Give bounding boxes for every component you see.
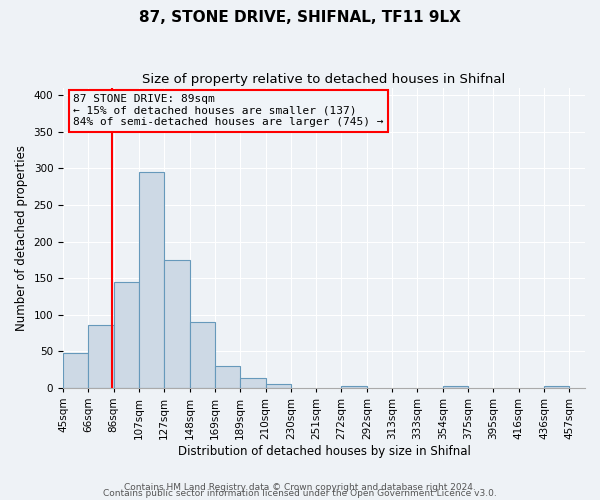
Bar [443,386,468,388]
Text: Contains HM Land Registry data © Crown copyright and database right 2024.: Contains HM Land Registry data © Crown c… [124,484,476,492]
Bar [88,325,113,388]
Bar [266,384,291,388]
Bar [190,322,215,388]
Text: Contains public sector information licensed under the Open Government Licence v3: Contains public sector information licen… [103,490,497,498]
Bar [63,354,88,388]
Bar [240,378,266,388]
Bar [113,282,139,388]
Bar [544,386,569,388]
Title: Size of property relative to detached houses in Shifnal: Size of property relative to detached ho… [142,72,506,86]
X-axis label: Distribution of detached houses by size in Shifnal: Distribution of detached houses by size … [178,444,470,458]
Y-axis label: Number of detached properties: Number of detached properties [15,145,28,331]
Text: 87 STONE DRIVE: 89sqm
← 15% of detached houses are smaller (137)
84% of semi-det: 87 STONE DRIVE: 89sqm ← 15% of detached … [73,94,384,128]
Bar [164,260,190,388]
Bar [139,172,164,388]
Bar [215,366,240,388]
Bar [341,386,367,388]
Text: 87, STONE DRIVE, SHIFNAL, TF11 9LX: 87, STONE DRIVE, SHIFNAL, TF11 9LX [139,10,461,25]
